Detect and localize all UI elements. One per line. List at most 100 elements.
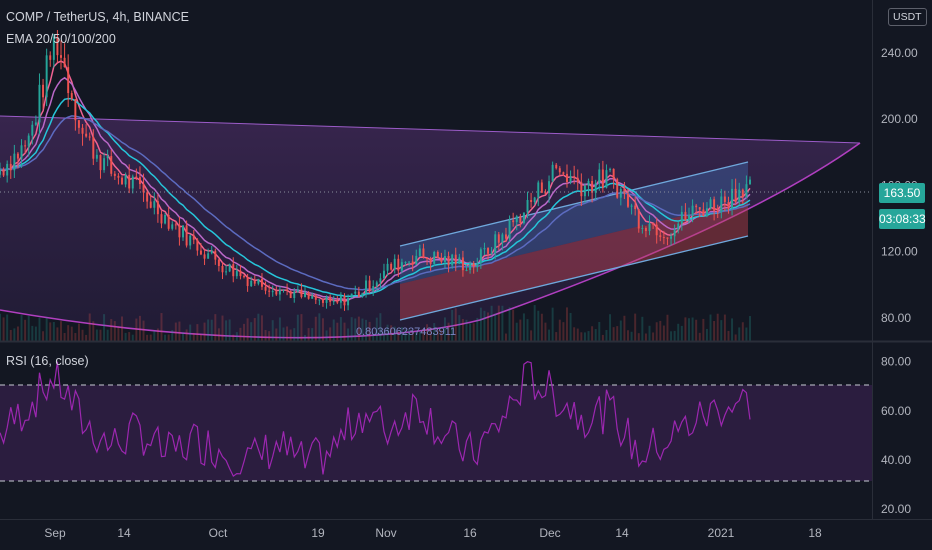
candle-body (304, 292, 307, 298)
volume-bar (627, 330, 629, 341)
volume-bar (60, 321, 62, 341)
candle-body (745, 184, 748, 197)
volume-bar (357, 316, 360, 341)
candle-body (558, 168, 561, 173)
candle-body (210, 250, 213, 254)
candle-body (282, 289, 285, 291)
volume-bar (110, 319, 113, 341)
volume-bar (160, 313, 163, 341)
volume-bar (587, 331, 590, 341)
volume-bar (196, 324, 199, 341)
volume-bar (239, 327, 242, 341)
volume-bar (749, 316, 751, 341)
rsi-indicator-label[interactable]: RSI (16, close) (6, 354, 89, 368)
volume-bar (67, 325, 70, 341)
candle-body (637, 209, 640, 229)
candle-body (472, 262, 475, 268)
candle-body (16, 153, 19, 159)
volume-bar (619, 320, 622, 341)
volume-bar (404, 329, 407, 341)
symbol-title[interactable]: COMP / TetherUS, 4h, BINANCE (6, 10, 189, 24)
candle-body (63, 57, 66, 68)
price-tick-label: 200.00 (881, 112, 918, 126)
volume-bar (422, 328, 425, 341)
volume-bar (250, 322, 253, 341)
time-tick-label: 14 (117, 526, 131, 540)
candle-body (705, 208, 708, 217)
time-axis[interactable]: Sep 14 Oct 19 Nov 16 Dec 14 2021 18 (44, 526, 822, 540)
candle-body (641, 227, 644, 229)
volume-bar (253, 318, 256, 341)
candle-body (695, 205, 698, 208)
volume-bar (616, 326, 619, 341)
volume-bar (138, 315, 141, 341)
candle-body (121, 177, 123, 185)
candle-body (709, 199, 712, 209)
candle-body (77, 120, 80, 128)
volume-bar (156, 328, 159, 341)
volume-bar (149, 334, 152, 341)
ema-line-3 (0, 97, 751, 298)
currency-badge[interactable]: USDT (888, 8, 927, 26)
ema-indicator-label[interactable]: EMA 20/50/100/200 (6, 32, 116, 46)
candle-body (440, 258, 443, 263)
volume-bar (566, 307, 568, 341)
candle-body (465, 269, 468, 271)
volume-bar (135, 318, 138, 341)
candle-body (644, 227, 647, 231)
candle-body (616, 179, 619, 198)
rsi-axis[interactable]: 20.00 40.00 60.00 80.00 (881, 355, 911, 516)
volume-bar (16, 326, 19, 341)
volume-bar (443, 317, 446, 341)
volume-bar (727, 330, 730, 341)
candle-body (124, 174, 127, 185)
volume-bar (494, 313, 497, 341)
candle-body (354, 291, 357, 294)
candle-body (92, 136, 95, 159)
volume-bar (519, 319, 522, 341)
volume-bar (49, 322, 52, 341)
candle-body (99, 154, 102, 171)
price-tick-label: 240.00 (881, 46, 918, 60)
volume-bar (164, 334, 167, 341)
candle-body (720, 196, 723, 213)
candle-body (278, 289, 281, 295)
candle-body (264, 286, 267, 291)
volume-bar (13, 328, 16, 341)
volume-bar (666, 314, 669, 341)
candle-body (433, 251, 436, 264)
time-tick-label: Sep (44, 526, 66, 540)
candle-body (670, 236, 673, 239)
volume-bar (293, 328, 296, 341)
candle-body (436, 251, 439, 259)
volume-bar (257, 313, 260, 341)
candle-body (397, 258, 400, 271)
volume-bar (533, 305, 536, 341)
candle-body (562, 172, 565, 174)
candle-body (182, 225, 184, 238)
time-tick-label: Dec (539, 526, 560, 540)
candle-body (268, 290, 271, 292)
volume-bar (637, 333, 640, 341)
volume-bar (698, 332, 701, 341)
volume-bar (282, 327, 285, 341)
candle-body (749, 179, 751, 185)
candle-body (411, 261, 414, 265)
volume-bar (307, 328, 310, 341)
volume-bar (609, 314, 612, 341)
volume-bar (106, 329, 109, 341)
volume-bar (336, 322, 339, 341)
volume-bar (92, 321, 95, 341)
candle-body (228, 264, 231, 272)
candle-body (203, 254, 206, 259)
candle-body (688, 215, 690, 221)
volume-bar (458, 315, 461, 341)
volume-bar (709, 314, 712, 341)
volume-bar (408, 329, 411, 341)
time-tick-label: 18 (808, 526, 822, 540)
candle-body (250, 280, 253, 287)
volume-bar (508, 307, 511, 341)
candle-body (526, 199, 529, 213)
candle-body (70, 93, 73, 100)
